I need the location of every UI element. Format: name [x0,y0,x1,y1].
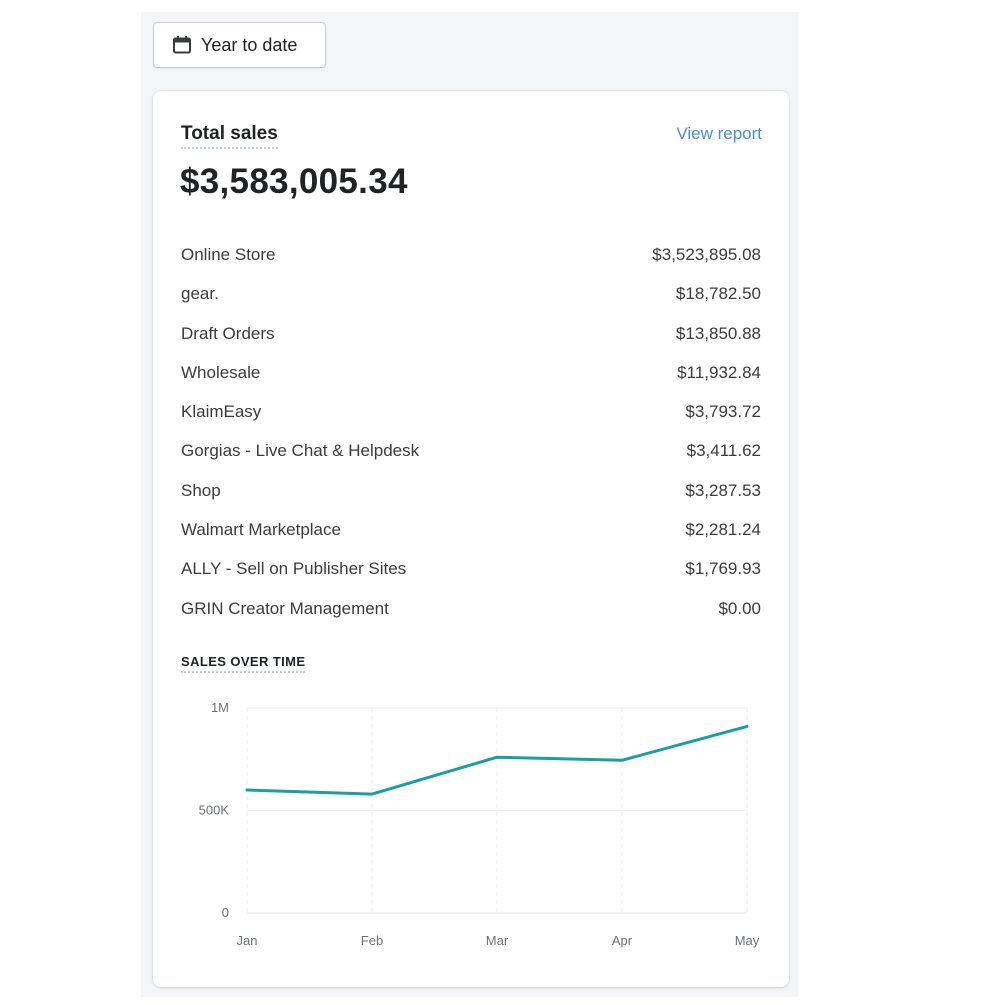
sales-channel-list: Online Store $3,523,895.08 gear. $18,782… [181,238,761,631]
x-tick-label: Mar [486,933,509,948]
date-range-button[interactable]: Year to date [153,22,326,68]
channel-name: Draft Orders [181,323,275,343]
channel-amount: $18,782.50 [675,284,761,304]
y-tick-label: 1M [211,700,229,715]
list-item: GRIN Creator Management $0.00 [181,592,761,631]
list-item: ALLY - Sell on Publisher Sites $1,769.93 [181,552,761,591]
sales-over-time-label: SALES OVER TIME [181,654,306,673]
channel-amount: $3,793.72 [685,402,761,422]
x-tick-label: Apr [612,933,633,948]
list-item: KlaimEasy $3,793.72 [181,395,761,434]
y-tick-label: 500K [199,803,230,818]
y-tick-label: 0 [222,905,229,920]
list-item: Wholesale $11,932.84 [181,356,761,395]
channel-amount: $3,287.53 [685,480,761,500]
channel-amount: $13,850.88 [675,323,761,343]
card-title: Total sales [181,123,278,149]
x-tick-label: Jan [237,933,258,948]
channel-name: ALLY - Sell on Publisher Sites [181,559,407,579]
channel-amount: $3,411.62 [686,441,761,461]
channel-amount: $3,523,895.08 [652,245,761,264]
channel-name: Gorgias - Live Chat & Helpdesk [181,441,420,461]
list-item: Walmart Marketplace $2,281.24 [181,513,761,552]
list-item: Draft Orders $13,850.88 [181,317,761,356]
list-item: Online Store $3,523,895.08 [181,238,761,277]
calendar-icon [172,35,192,55]
list-item: Gorgias - Live Chat & Helpdesk $3,411.62 [181,434,761,473]
list-item: Shop $3,287.53 [181,474,761,513]
channel-amount: $11,932.84 [677,362,761,382]
channel-amount: $2,281.24 [685,520,761,540]
list-item: gear. $18,782.50 [181,277,761,316]
x-tick-label: Feb [361,933,383,948]
channel-name: Walmart Marketplace [181,520,341,540]
total-sales-card: Total sales View report $3,583,005.34 On… [153,91,789,987]
total-sales-amount: $3,583,005.34 [180,162,408,201]
channel-amount: $0.00 [718,598,761,618]
channel-name: GRIN Creator Management [181,598,389,618]
view-report-link[interactable]: View report [676,124,762,143]
date-range-label: Year to date [201,34,298,55]
channel-amount: $1,769.93 [685,559,761,579]
channel-name: Online Store [181,245,276,264]
channel-name: KlaimEasy [181,402,262,422]
channel-name: Wholesale [181,362,261,382]
channel-name: gear. [181,284,219,304]
sales-over-time-chart: 0 500K 1M Jan Feb Mar Apr May [199,700,760,948]
channel-name: Shop [181,480,221,500]
x-tick-label: May [735,933,760,948]
